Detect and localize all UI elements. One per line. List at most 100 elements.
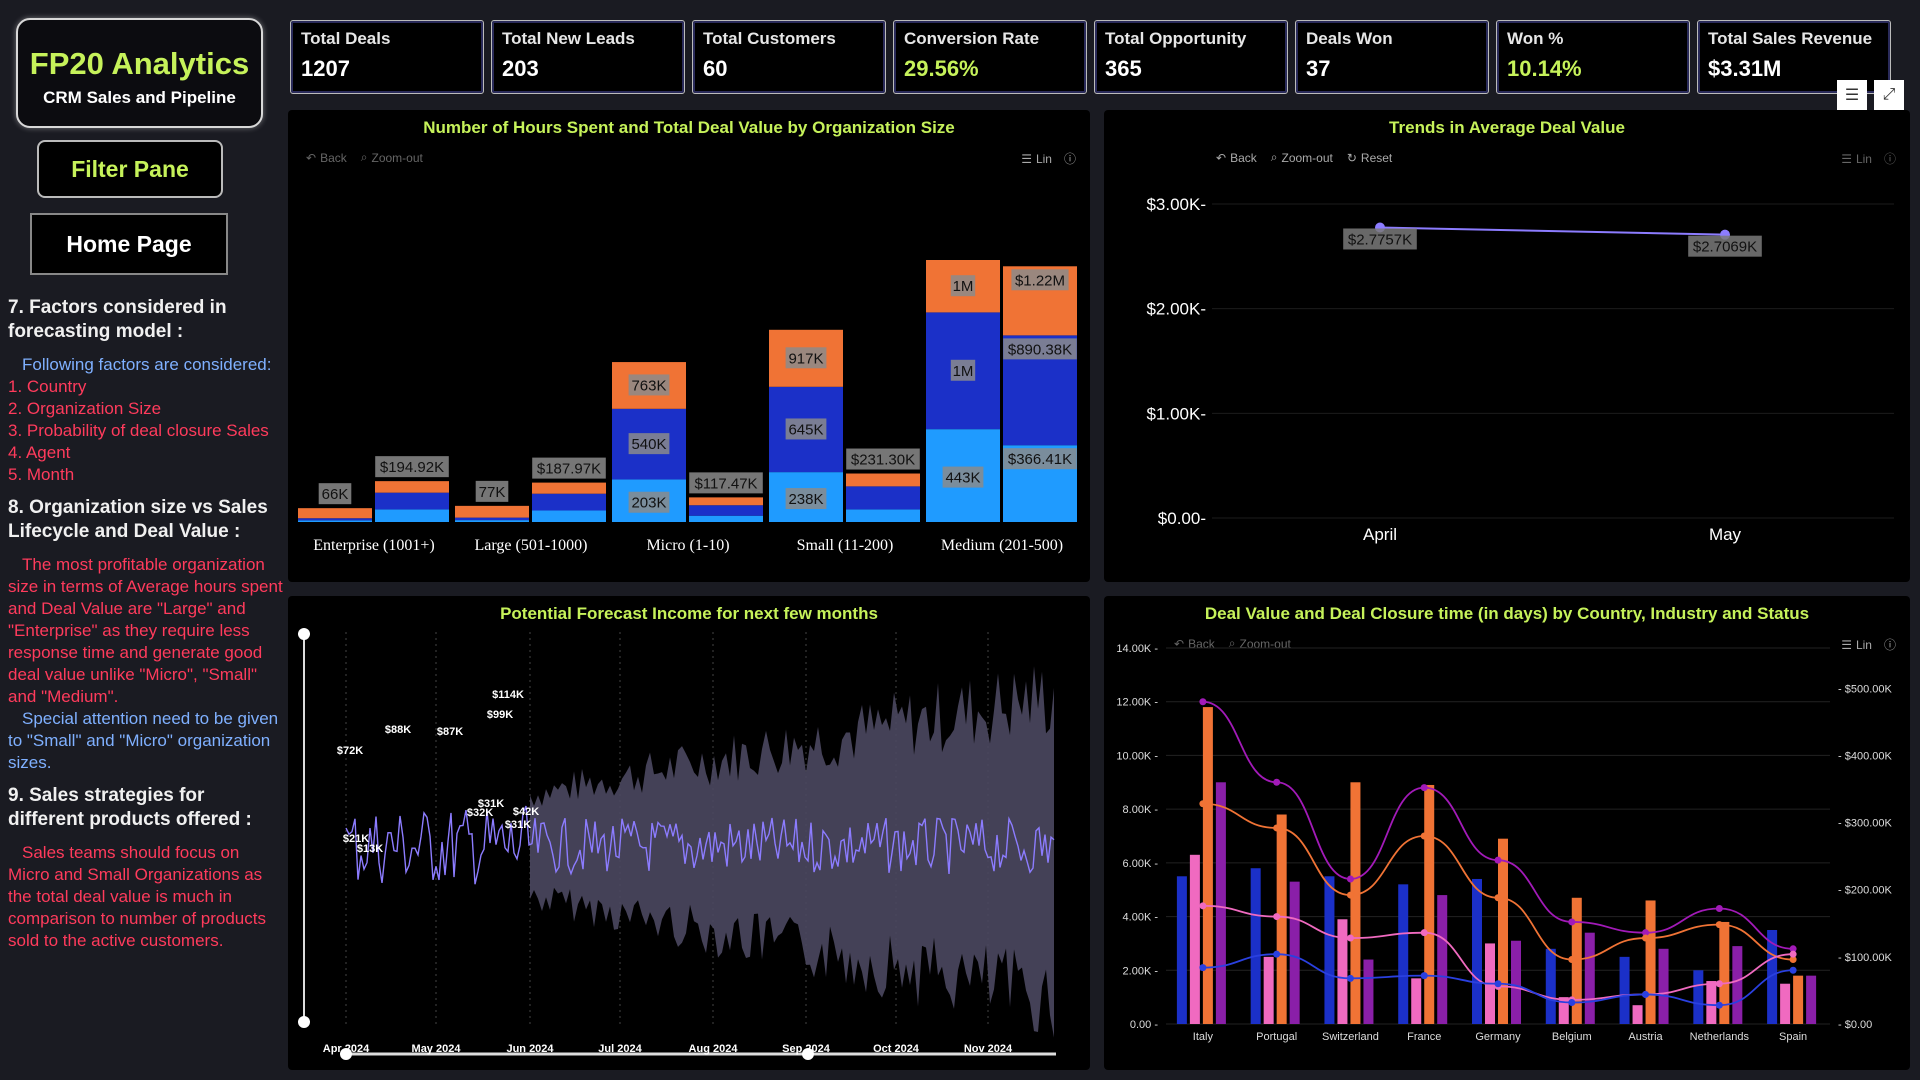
kpi-value: $3.31M bbox=[1708, 56, 1782, 81]
list-icon: ☰ bbox=[1841, 637, 1852, 652]
y-tick-label-right: - $400.00K bbox=[1838, 750, 1892, 762]
line-point bbox=[1642, 990, 1650, 998]
kpi-value: 365 bbox=[1105, 56, 1142, 81]
y-tick-label-left: 4.00K - bbox=[1123, 912, 1159, 924]
country-bar bbox=[1424, 784, 1435, 1024]
value-segment-label-bg bbox=[1011, 269, 1069, 291]
brand-subtitle: CRM Sales and Pipeline bbox=[43, 88, 236, 107]
kpi-row: Total Deals 1207 Total New Leads 203 Tot… bbox=[288, 20, 1900, 96]
kpi-value: 29.56% bbox=[904, 56, 979, 81]
section-7-title: 7. Factors considered in forecasting mod… bbox=[8, 297, 227, 342]
value-bar-segment bbox=[532, 482, 606, 494]
forecast-annotation: $87K bbox=[437, 726, 463, 738]
zoom-out-button[interactable]: ⌕ Zoom-out bbox=[1271, 150, 1333, 165]
x-tick-label: Belgium bbox=[1552, 1031, 1592, 1043]
country-bar bbox=[1780, 983, 1791, 1024]
hours-segment-label-bg bbox=[785, 488, 827, 510]
country-bar bbox=[1350, 782, 1361, 1024]
country-bar bbox=[1584, 932, 1595, 1024]
hours-segment-label-bg bbox=[628, 374, 670, 396]
y-tick-label-left: 12.00K - bbox=[1116, 697, 1158, 709]
help-icon[interactable]: ⓘ bbox=[1063, 152, 1076, 166]
country-bar bbox=[1498, 838, 1508, 1024]
x-tick-label: Switzerland bbox=[1322, 1031, 1379, 1043]
kpi-card: Conversion Rate 29.56% bbox=[893, 20, 1087, 94]
back-button[interactable]: ↶ Back bbox=[306, 150, 347, 165]
forecast-line bbox=[345, 805, 1055, 885]
line-point bbox=[1568, 918, 1576, 926]
line-point bbox=[1273, 824, 1281, 832]
country-bar bbox=[1645, 900, 1656, 1024]
kpi-card: Total Deals 1207 bbox=[290, 20, 484, 94]
scale-toggle[interactable]: ☰ Lin bbox=[1841, 150, 1872, 167]
hours-segment-label-bg bbox=[950, 275, 976, 297]
forecast-annotation: $72K bbox=[337, 745, 363, 757]
forecast-band bbox=[530, 666, 1054, 1038]
zoom-out-icon: ⌕ bbox=[1228, 636, 1236, 650]
kpi-card: Total Sales Revenue $3.31M bbox=[1697, 20, 1891, 94]
country-bar bbox=[1202, 707, 1213, 1024]
back-icon: ↶ bbox=[306, 150, 317, 165]
zoom-out-icon: ⌕ bbox=[360, 150, 368, 164]
value-total-label: $194.92K bbox=[380, 459, 444, 476]
filter-icon[interactable]: ☰ bbox=[1837, 80, 1867, 110]
value-bar-segment bbox=[689, 505, 763, 516]
forecast-annotation: $13K bbox=[357, 843, 383, 855]
value-total-label-bg bbox=[689, 472, 763, 494]
kpi-card: Total New Leads 203 bbox=[491, 20, 685, 94]
line-point bbox=[1789, 950, 1797, 958]
section-8-title: 8. Organization size vs Sales Lifecycle … bbox=[8, 497, 268, 542]
scale-toggle[interactable]: ☰ Lin bbox=[1021, 150, 1052, 167]
section-7-intro: Following factors are considered: bbox=[22, 355, 272, 374]
country-bar bbox=[1337, 919, 1348, 1024]
country-bar bbox=[1767, 930, 1778, 1024]
trend-line bbox=[1202, 700, 1794, 950]
value-bar-segment bbox=[689, 497, 763, 506]
hours-segment-label-bg bbox=[942, 466, 984, 488]
kpi-label: Total Sales Revenue bbox=[1708, 29, 1873, 48]
back-button[interactable]: ↶ Back bbox=[1216, 150, 1257, 165]
back-button[interactable]: ↶ Back bbox=[1174, 636, 1215, 651]
help-icon[interactable]: ⓘ bbox=[1883, 152, 1896, 166]
hours-segment-label-bg bbox=[950, 359, 976, 381]
country-bar bbox=[1693, 970, 1704, 1024]
forecast-chart[interactable]: Apr 2024 May 2024 Jun 2024 Jul 2024 Aug 2024… bbox=[288, 596, 1090, 1070]
y-tick-label-right: - $200.00K bbox=[1838, 885, 1892, 897]
value-bar-segment bbox=[375, 492, 449, 510]
section-9-text: Sales teams should focus on Micro and Sm… bbox=[8, 843, 266, 950]
country-bar bbox=[1363, 959, 1374, 1024]
hours-bar-segment bbox=[298, 518, 372, 521]
scale-toggle[interactable]: ☰ Lin bbox=[1841, 636, 1872, 653]
y-tick-label-left: 2.00K - bbox=[1123, 965, 1159, 977]
x-tick-label: Nov 2024 bbox=[964, 1043, 1013, 1055]
back-label: Back bbox=[1230, 150, 1257, 165]
slider-handle[interactable] bbox=[802, 1048, 814, 1060]
hours-bar-segment bbox=[455, 517, 529, 521]
chart-title: Number of Hours Spent and Total Deal Val… bbox=[423, 118, 955, 137]
x-tick-label: Italy bbox=[1193, 1031, 1214, 1043]
value-total-label-bg bbox=[846, 448, 920, 470]
country-bar bbox=[1706, 981, 1717, 1024]
slider-handle[interactable] bbox=[298, 1016, 310, 1028]
y-tick-label: $0.00- bbox=[1158, 509, 1206, 528]
home-page-button[interactable]: Home Page bbox=[30, 213, 228, 275]
help-icon[interactable]: ⓘ bbox=[1883, 638, 1896, 652]
chart-toolbar-right: ☰ Lin ⓘ bbox=[1841, 636, 1896, 653]
line-point bbox=[1199, 902, 1207, 910]
zoom-out-button[interactable]: ⌕ Zoom-out bbox=[1229, 636, 1291, 651]
filter-pane-button[interactable]: Filter Pane bbox=[37, 140, 223, 198]
value-total-label-bg bbox=[532, 457, 606, 479]
kpi-label: Won % bbox=[1507, 29, 1564, 48]
zoom-out-button[interactable]: ⌕ Zoom-out bbox=[361, 150, 423, 165]
slider-handle[interactable] bbox=[340, 1048, 352, 1060]
slider-handle[interactable] bbox=[298, 628, 310, 640]
hours-segment-label: 238K bbox=[788, 491, 823, 508]
kpi-card: Total Opportunity 365 bbox=[1094, 20, 1288, 94]
line-point bbox=[1346, 934, 1354, 942]
focus-mode-icon[interactable]: ⤢ bbox=[1874, 80, 1904, 110]
country-bar bbox=[1558, 997, 1569, 1024]
hours-total-label-bg bbox=[475, 480, 509, 502]
reset-button[interactable]: ↻ Reset bbox=[1347, 150, 1392, 165]
brand-logo: FP20 Analytics CRM Sales and Pipeline bbox=[16, 18, 263, 128]
line-point bbox=[1789, 956, 1797, 964]
